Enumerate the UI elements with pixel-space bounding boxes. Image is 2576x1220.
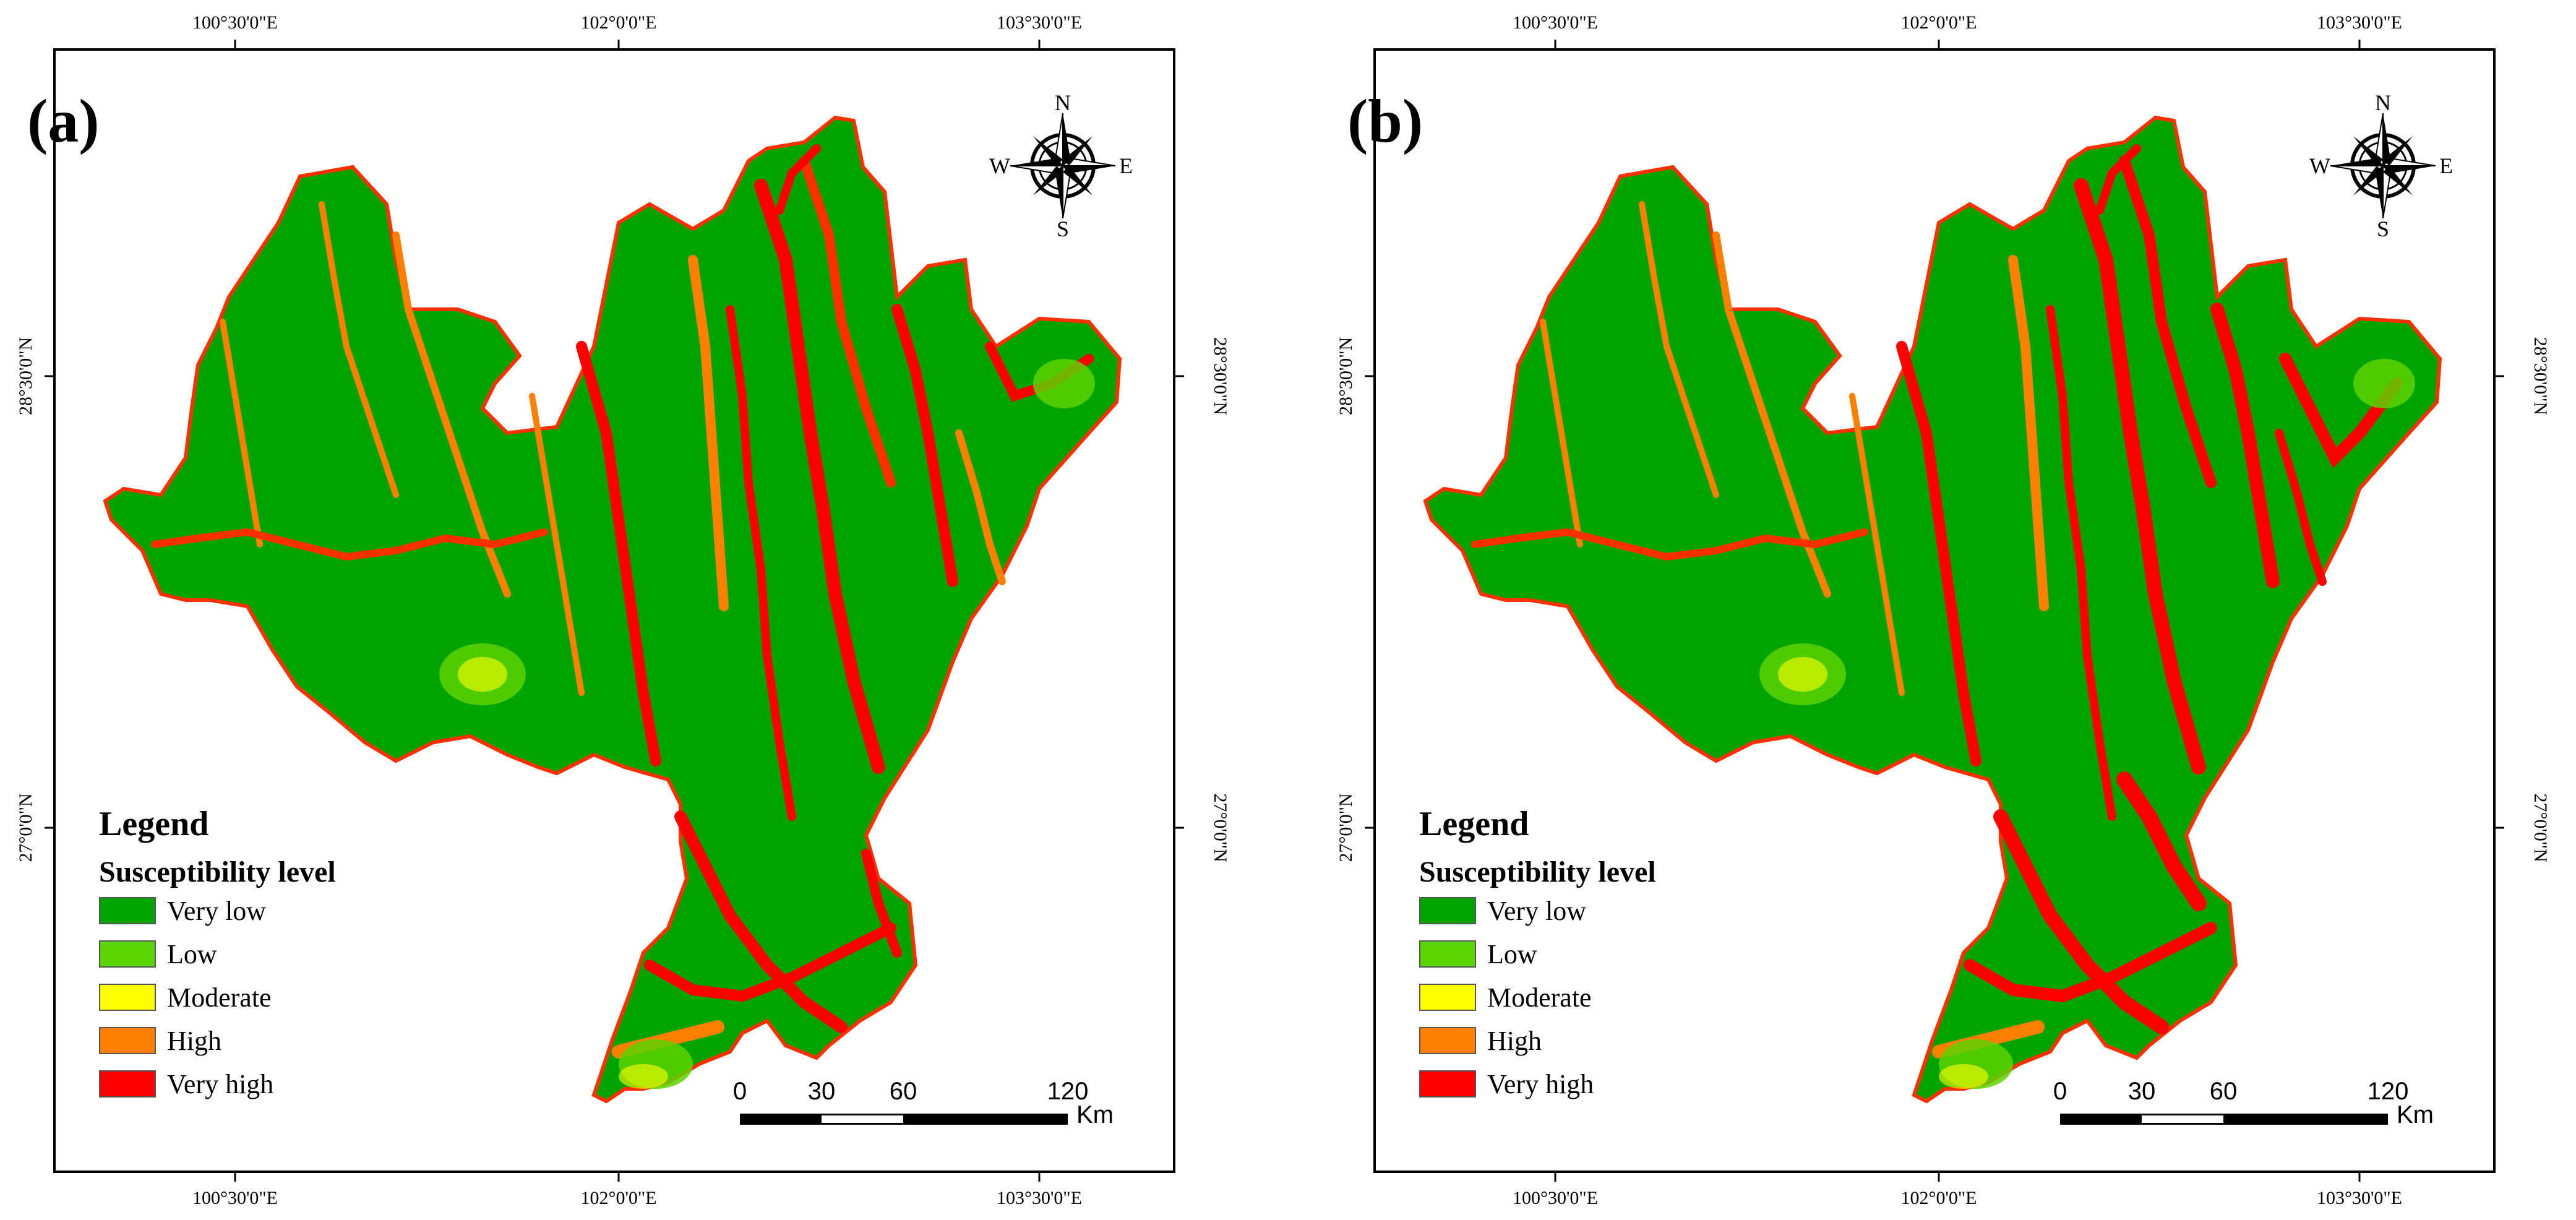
legend: Legend Susceptibility level Very low Low… <box>99 804 336 1106</box>
legend-item-label: High <box>167 1025 221 1056</box>
scale-bar-tick: 60 <box>2209 1078 2238 1105</box>
latitude-label: 28°30'0"N <box>15 337 36 416</box>
map-canvas <box>1365 40 2504 1182</box>
legend-item-label: Low <box>1487 939 1537 969</box>
compass-east-label: E <box>2439 153 2453 178</box>
legend-item-label: Very high <box>1487 1068 1594 1099</box>
legend-item-low: Low <box>1419 932 1656 976</box>
longitude-label: 103°30'0"E <box>2317 1188 2402 1208</box>
legend-item-very-high: Very high <box>1419 1062 1656 1106</box>
legend-title: Legend <box>99 805 209 843</box>
panel-label: (a) <box>27 87 100 155</box>
legend-item-very-low: Very low <box>99 889 336 932</box>
legend-item-label: Very high <box>167 1068 274 1099</box>
legend: Legend Susceptibility level Very low Low… <box>1419 804 1656 1106</box>
compass-rose <box>2330 113 2436 219</box>
legend-swatch <box>1419 984 1476 1011</box>
latitude-label: 28°30'0"N <box>1336 337 1356 416</box>
legend-swatch <box>99 897 156 924</box>
latitude-label: 28°30'0"N <box>1210 337 1230 416</box>
scale-bar-tick: 30 <box>2127 1078 2156 1105</box>
scale-bar-unit: Km <box>2397 1101 2434 1128</box>
longitude-label: 100°30'0"E <box>192 12 278 33</box>
legend-item-high: High <box>99 1019 336 1062</box>
compass-west-label: W <box>989 153 1010 178</box>
compass-south-label: S <box>1056 217 1070 241</box>
map-frame <box>53 48 1175 1173</box>
latitude-label: 27°0'0"N <box>1210 793 1230 862</box>
susceptibility-streaks <box>1471 144 2403 1059</box>
map-panel-b: 100°30'0"E 102°0'0"E 103°30'0"E 100°30'0… <box>1320 0 2576 1220</box>
longitude-label: 102°0'0"E <box>1900 12 1977 33</box>
legend-title: Legend <box>1419 805 1529 843</box>
legend-item-label: Moderate <box>1487 982 1592 1013</box>
scale-bar-tick: 60 <box>889 1078 917 1105</box>
compass-south-label: S <box>2376 217 2390 241</box>
map-frame <box>1373 48 2496 1173</box>
legend-item-moderate: Moderate <box>1419 976 1656 1019</box>
legend-item-low: Low <box>99 932 336 976</box>
latitude-label: 27°0'0"N <box>1336 793 1356 862</box>
legend-item-very-high: Very high <box>99 1062 336 1106</box>
longitude-label: 102°0'0"E <box>580 12 657 33</box>
legend-swatch <box>99 1027 156 1054</box>
scale-bar-tick: 30 <box>807 1078 836 1105</box>
longitude-label: 103°30'0"E <box>997 12 1082 33</box>
legend-item-label: High <box>1487 1025 1542 1056</box>
legend-item-label: Very low <box>1487 895 1587 926</box>
legend-item-label: Low <box>167 939 217 969</box>
latitude-label: 27°0'0"N <box>15 793 36 862</box>
legend-item-label: Very low <box>167 895 267 926</box>
legend-item-moderate: Moderate <box>99 976 336 1019</box>
scale-bar <box>2060 1114 2388 1125</box>
longitude-label: 100°30'0"E <box>192 1188 278 1208</box>
longitude-label: 100°30'0"E <box>1513 1188 1598 1208</box>
legend-subtitle: Susceptibility level <box>99 856 336 888</box>
longitude-label: 103°30'0"E <box>997 1188 1082 1208</box>
susceptibility-region <box>1423 115 2442 1104</box>
legend-swatch <box>1419 940 1476 968</box>
legend-swatch <box>1419 1070 1476 1098</box>
moderate-patches <box>458 657 668 1089</box>
legend-swatch <box>1419 897 1476 924</box>
scale-bar-tick: 0 <box>732 1078 747 1105</box>
panel-label: (b) <box>1347 87 1423 155</box>
compass-west-label: W <box>2309 153 2330 178</box>
scale-bar-unit: Km <box>1076 1101 1114 1128</box>
legend-item-very-low: Very low <box>1419 889 1656 932</box>
compass-rose <box>1010 113 1116 219</box>
legend-subtitle: Susceptibility level <box>1419 856 1656 888</box>
compass-east-label: E <box>1119 153 1133 178</box>
longitude-label: 102°0'0"E <box>1900 1188 1977 1208</box>
map-canvas <box>45 40 1184 1182</box>
longitude-label: 102°0'0"E <box>580 1188 657 1208</box>
latitude-label: 27°0'0"N <box>2530 793 2551 862</box>
graticule-ticks <box>1365 40 2504 1182</box>
latitude-label: 28°30'0"N <box>2530 337 2551 416</box>
legend-swatch <box>99 1070 156 1098</box>
legend-item-high: High <box>1419 1019 1656 1062</box>
compass-north-label: N <box>2375 90 2391 115</box>
scale-bar-tick: 0 <box>2053 1078 2067 1105</box>
scale-bar-tick: 120 <box>2367 1078 2409 1105</box>
legend-swatch <box>1419 1027 1476 1054</box>
compass-north-label: N <box>1055 90 1071 115</box>
longitude-label: 103°30'0"E <box>2317 12 2402 33</box>
longitude-label: 100°30'0"E <box>1513 12 1598 33</box>
scale-bar <box>740 1114 1068 1125</box>
legend-item-label: Moderate <box>167 982 272 1013</box>
map-panel-a: 100°30'0"E 102°0'0"E 103°30'0"E 100°30'0… <box>0 0 1256 1220</box>
moderate-patches <box>1778 657 1988 1089</box>
legend-swatch <box>99 984 156 1011</box>
graticule-ticks <box>45 40 1184 1182</box>
legend-swatch <box>99 940 156 968</box>
scale-bar-tick: 120 <box>1047 1078 1089 1105</box>
